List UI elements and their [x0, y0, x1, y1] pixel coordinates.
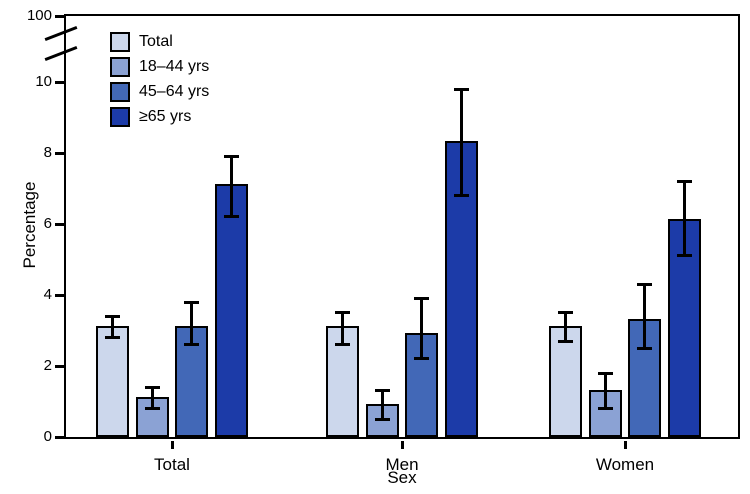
error-bar-cap-bottom [414, 357, 429, 361]
bar [215, 183, 248, 437]
x-axis-tick [623, 441, 627, 449]
plot-area: Total 18–44 yrs 45–64 yrs ≥65 yrs 0 2 4 6 8 10 10… [27, 7, 740, 474]
bar [628, 318, 661, 437]
error-bar-line [564, 312, 567, 342]
error-bar-cap-top [637, 282, 652, 286]
y-axis-tick [55, 151, 64, 155]
error-bar-cap-top [184, 300, 199, 304]
legend-label: 45–64 yrs [139, 83, 210, 100]
legend-item: 18–44 yrs [110, 56, 209, 77]
y-tick-label: 100 [26, 7, 52, 24]
y-tick-label: 2 [43, 357, 52, 374]
y-axis-tick [55, 14, 64, 18]
error-bar-cap-bottom [184, 343, 199, 347]
error-bar-cap-top [105, 314, 120, 318]
y-tick-label: 6 [43, 215, 52, 232]
legend-label: 18–44 yrs [139, 58, 210, 75]
error-bar-cap-bottom [224, 215, 239, 219]
x-category-label: Women [595, 455, 655, 474]
error-bar-cap-top [335, 311, 350, 315]
y-tick-label: 10 [35, 73, 52, 90]
y-axis-tick [55, 435, 64, 439]
legend-swatch [110, 81, 130, 102]
error-bar-line [381, 390, 384, 420]
legend-item: 45–64 yrs [110, 81, 209, 102]
error-bar-cap-top [677, 179, 692, 183]
error-bar-line [230, 156, 233, 217]
y-axis-tick [55, 364, 64, 368]
error-bar-line [111, 316, 114, 338]
x-axis-tick [400, 441, 404, 449]
x-category-label: Total [154, 455, 190, 474]
y-tick-label: 0 [43, 428, 52, 445]
y-tick-label: 4 [43, 286, 52, 303]
bar [549, 325, 582, 437]
error-bar-cap-top [558, 311, 573, 315]
error-bar-line [420, 298, 423, 359]
y-tick-label: 8 [43, 144, 52, 161]
x-category-label: Men [385, 455, 419, 474]
legend-item: ≥65 yrs [110, 106, 209, 127]
error-bar-cap-bottom [335, 343, 350, 347]
error-bar-line [190, 302, 193, 345]
error-bar-cap-bottom [145, 407, 160, 411]
error-bar-line [460, 89, 463, 196]
x-axis-tick [170, 441, 174, 449]
error-bar-cap-top [414, 297, 429, 301]
axis-break-slash [44, 46, 78, 61]
y-axis-tick [55, 293, 64, 297]
legend-item: Total [110, 31, 209, 52]
error-bar-line [151, 387, 154, 409]
axis-break-slash [44, 26, 78, 41]
error-bar-cap-bottom [558, 339, 573, 343]
legend-label: ≥65 yrs [139, 108, 192, 125]
error-bar-line [341, 312, 344, 345]
error-bar-cap-bottom [637, 346, 652, 350]
bar [96, 325, 129, 437]
error-bar-cap-top [454, 87, 469, 91]
legend-swatch [110, 31, 130, 52]
x-axis-title: Sex [387, 468, 417, 487]
error-bar-cap-top [224, 155, 239, 159]
error-bar-line [683, 181, 686, 256]
y-axis-tick [55, 222, 64, 226]
error-bar-cap-bottom [375, 417, 390, 421]
bar-group [549, 16, 701, 437]
error-bar-line [604, 373, 607, 409]
y-axis-tick [55, 80, 64, 84]
error-bar-cap-top [598, 371, 613, 375]
legend-swatch [110, 56, 130, 77]
legend-swatch [110, 106, 130, 127]
error-bar-cap-top [145, 385, 160, 389]
error-bar-cap-bottom [454, 194, 469, 198]
error-bar-cap-bottom [598, 407, 613, 411]
error-bar-line [643, 284, 646, 349]
chart-legend: Total 18–44 yrs 45–64 yrs ≥65 yrs [110, 31, 209, 131]
error-bar-cap-bottom [677, 254, 692, 258]
error-bar-cap-top [375, 389, 390, 393]
bar-group [326, 16, 478, 437]
legend-label: Total [139, 33, 173, 50]
bar-group [96, 16, 248, 437]
error-bar-cap-bottom [105, 336, 120, 340]
